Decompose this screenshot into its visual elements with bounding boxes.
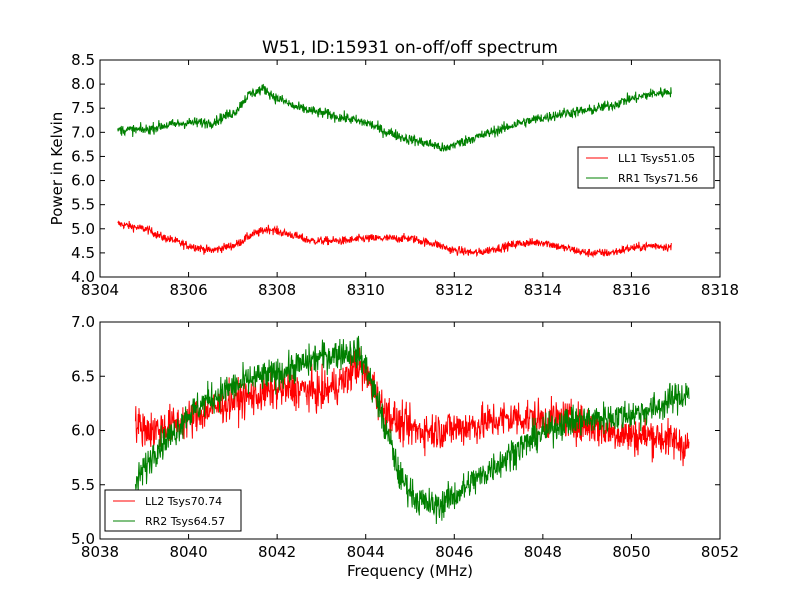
x-tick-label: 8050 [612, 543, 650, 561]
legend-box [577, 146, 715, 189]
chart-title: W51, ID:15931 on-off/off spectrum [262, 38, 558, 58]
y-tick-label: 6.0 [71, 422, 95, 440]
x-tick-label: 8044 [347, 543, 385, 561]
legend-box [104, 489, 242, 532]
legend: LL2 Tsys70.74 RR2 Tsys64.57 [104, 489, 242, 532]
y-tick-label: 5.0 [71, 220, 95, 238]
y-tick-label: 7.0 [71, 313, 95, 331]
x-tick-label: 8318 [701, 281, 739, 299]
bottom-spectrum-panel: 8038 8040 8042 8044 8046 8048 8050 8052 5.0 5.5 6.… [71, 313, 739, 580]
x-tick-label: 8304 [81, 281, 119, 299]
y-axis-label: Power in Kelvin [48, 112, 66, 226]
x-tick-label: 8048 [524, 543, 562, 561]
x-tick-label: 8038 [81, 543, 119, 561]
x-tick-label: 8042 [258, 543, 296, 561]
x-axis-label: Frequency (MHz) [347, 562, 473, 580]
legend-label: LL1 Tsys51.05 [618, 152, 695, 165]
y-tick-label: 6.5 [71, 367, 95, 385]
y-tick-label: 7.5 [71, 99, 95, 117]
series-line-rr2 [134, 335, 690, 525]
x-tick-label: 8308 [258, 281, 296, 299]
series-line-ll2 [134, 347, 690, 467]
y-tick-label: 8.0 [71, 75, 95, 93]
y-tick-label: 8.5 [71, 51, 95, 69]
x-tick-label: 8314 [524, 281, 562, 299]
legend-label: LL2 Tsys70.74 [145, 495, 222, 508]
series-line-rr1 [117, 83, 672, 152]
y-tick-label: 5.5 [71, 196, 95, 214]
y-tick-label: 5.0 [71, 530, 95, 548]
top-spectrum-panel: 8304 8306 8308 8310 8312 8314 8316 8318 4.0 4.5 5.… [48, 51, 739, 299]
plot-frame [99, 59, 721, 278]
y-tick-label: 6.5 [71, 147, 95, 165]
series-line-ll1 [117, 220, 672, 259]
y-tick-label: 5.5 [71, 476, 95, 494]
y-tick-label: 4.5 [71, 244, 95, 262]
x-tick-label: 8306 [169, 281, 207, 299]
y-tick-label: 7.0 [71, 123, 95, 141]
y-tick-label: 6.0 [71, 172, 95, 190]
x-tick-label: 8312 [435, 281, 473, 299]
x-tick-label: 8316 [612, 281, 650, 299]
x-tick-label: 8052 [701, 543, 739, 561]
legend-label: RR1 Tsys71.56 [618, 172, 698, 185]
x-tick-label: 8310 [347, 281, 385, 299]
x-tick-label: 8040 [169, 543, 207, 561]
x-tick-label: 8046 [435, 543, 473, 561]
legend-label: RR2 Tsys64.57 [145, 515, 225, 528]
y-tick-label: 4.0 [71, 268, 95, 286]
legend: LL1 Tsys51.05 RR1 Tsys71.56 [577, 146, 715, 189]
